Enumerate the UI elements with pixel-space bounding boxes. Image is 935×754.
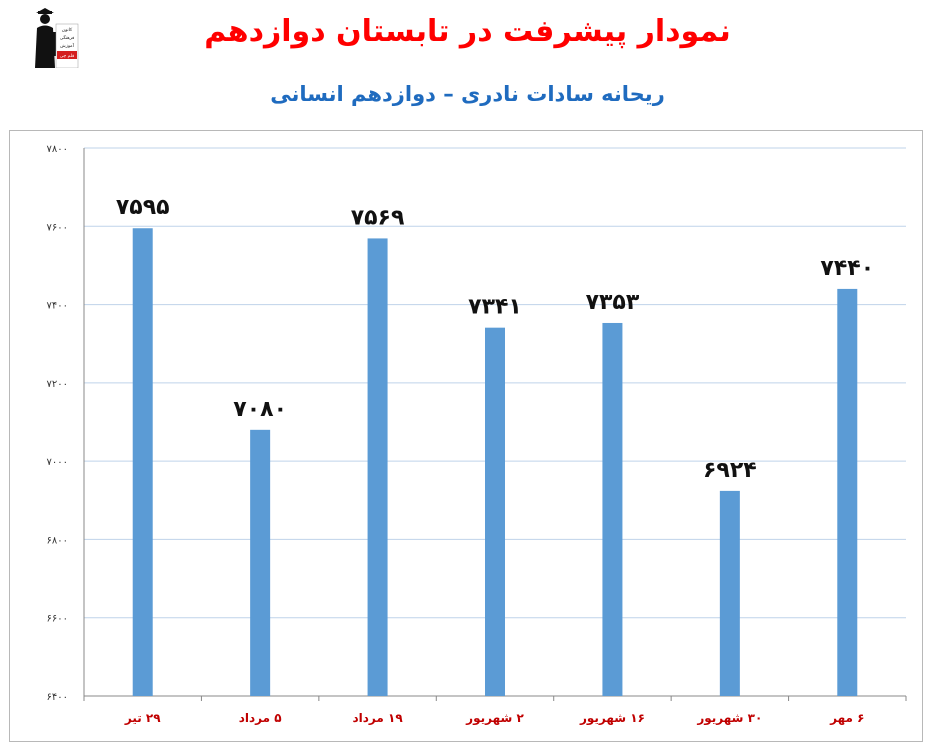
logo-text-line: فرهنگی	[60, 34, 75, 41]
bar	[250, 429, 271, 696]
data-label: ۶۹۲۴	[703, 458, 757, 483]
bar	[367, 238, 388, 697]
y-tick-label: ۷۴۰۰	[47, 301, 68, 312]
y-tick-label: ۷۰۰۰	[47, 457, 68, 468]
data-label: ۷۳۵۳	[586, 290, 640, 315]
bar	[602, 322, 623, 696]
bar	[485, 327, 505, 696]
data-label: ۷۳۴۱	[468, 295, 522, 320]
bar	[132, 228, 153, 696]
data-label: ۷۵۹۵	[116, 195, 170, 220]
x-tick-label: ۵ مرداد	[239, 711, 282, 725]
bar	[837, 288, 858, 696]
chart-title: نمودار پیشرفت در تابستان دوازدهم	[204, 14, 731, 49]
x-tick-label: ۲ شهریور	[465, 711, 524, 726]
x-tick-label: ۶ مهر	[829, 711, 864, 725]
chart-subtitle: ریحانه سادات نادری – دوازدهم انسانی	[270, 82, 665, 106]
data-label: ۷۵۶۹	[351, 205, 405, 230]
y-tick-label: ۶۸۰۰	[47, 535, 68, 546]
y-tick-label: ۶۴۰۰	[47, 692, 68, 703]
y-tick-label: ۷۸۰۰	[47, 144, 68, 155]
logo-text-line: قلم چی	[60, 54, 75, 59]
data-label: ۷۰۸۰	[233, 397, 287, 422]
graduate-figure-icon: کانون فرهنگی آموزش قلم چی	[35, 8, 79, 68]
logo-text-line: کانون	[62, 27, 73, 33]
bar	[719, 490, 740, 696]
x-tick-label: ۲۹ تیر	[124, 711, 161, 725]
chart-area	[9, 130, 923, 742]
x-tick-label: ۱۶ شهریور	[579, 711, 645, 726]
data-label: ۷۴۴۰	[820, 256, 874, 281]
x-tick-label: ۳۰ شهریور	[696, 711, 762, 726]
y-tick-label: ۷۲۰۰	[47, 379, 68, 390]
x-tick-label: ۱۹ مرداد	[352, 711, 403, 725]
y-tick-label: ۷۶۰۰	[47, 222, 68, 233]
logo-text-line: آموزش	[60, 43, 74, 49]
y-tick-label: ۶۶۰۰	[47, 614, 68, 625]
